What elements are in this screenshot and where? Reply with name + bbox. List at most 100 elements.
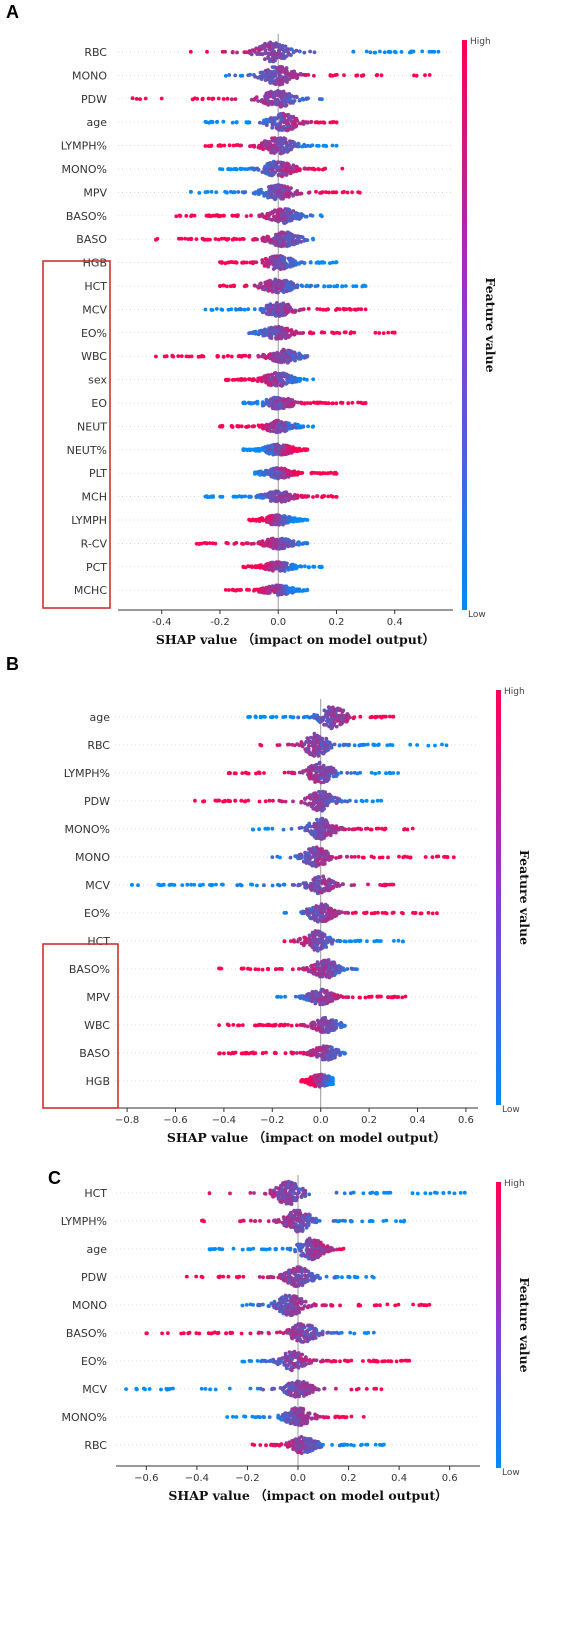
data-point (311, 331, 316, 335)
data-point (289, 70, 294, 74)
data-point (205, 190, 210, 194)
feature-label: MCHC (74, 584, 107, 597)
data-point (393, 49, 397, 54)
data-point (289, 213, 294, 218)
feature-label: LYMPH% (64, 767, 110, 780)
data-point (299, 234, 303, 239)
data-point (340, 166, 345, 171)
data-point (319, 330, 324, 335)
data-point (335, 306, 340, 311)
data-point (247, 354, 252, 359)
data-point (275, 146, 279, 150)
feature-label: MCV (82, 303, 107, 316)
data-point (314, 762, 319, 767)
data-point (375, 714, 380, 719)
data-point (288, 256, 293, 261)
data-point (253, 96, 257, 101)
data-point (289, 47, 294, 52)
data-point (270, 491, 274, 496)
data-point (204, 120, 209, 125)
data-point (291, 376, 296, 380)
data-point (216, 96, 221, 101)
data-point (277, 451, 282, 456)
data-point (320, 792, 324, 796)
feature-label: age (87, 116, 108, 129)
data-point (189, 189, 193, 194)
data-point (258, 70, 263, 75)
data-point (423, 73, 427, 78)
data-point (285, 443, 289, 448)
data-point (239, 798, 244, 803)
data-point (286, 124, 290, 129)
data-point (306, 306, 311, 311)
data-point (266, 93, 270, 98)
data-point (289, 770, 294, 775)
data-point (242, 260, 247, 265)
data-point (283, 420, 288, 425)
data-point (259, 281, 263, 286)
data-point (284, 334, 289, 338)
data-point (263, 51, 268, 56)
data-point (305, 746, 309, 751)
data-point (279, 128, 284, 133)
data-point (215, 120, 219, 124)
feature-row: EO (91, 395, 453, 411)
data-point (306, 740, 311, 745)
data-point (295, 519, 299, 523)
data-point (218, 214, 222, 219)
feature-label: PDW (84, 795, 110, 808)
data-point (372, 50, 377, 55)
data-point (265, 163, 269, 168)
data-point (310, 793, 315, 798)
data-point (270, 166, 274, 171)
data-point (333, 260, 338, 265)
data-point (320, 260, 325, 265)
data-point (267, 51, 272, 56)
data-point (234, 308, 239, 312)
data-point (278, 287, 283, 291)
data-point (214, 190, 219, 195)
data-point (288, 398, 293, 402)
data-point (246, 120, 251, 125)
data-point (252, 144, 257, 149)
data-point (268, 74, 273, 79)
data-point (279, 283, 284, 287)
data-point (216, 237, 221, 242)
feature-row: MONO (72, 64, 453, 87)
data-point (287, 494, 292, 498)
data-point (280, 265, 285, 270)
data-point (276, 593, 281, 597)
data-point (319, 769, 323, 774)
data-point (263, 256, 268, 261)
data-point (270, 218, 274, 222)
data-point (383, 826, 388, 831)
data-point (352, 743, 357, 748)
data-point (268, 332, 272, 336)
data-point (270, 826, 275, 831)
data-point (328, 73, 333, 77)
data-point (275, 212, 280, 217)
data-point (282, 770, 287, 775)
data-point (242, 799, 247, 804)
data-point (274, 43, 278, 47)
data-point (276, 139, 280, 144)
data-point (293, 400, 298, 404)
data-point (254, 260, 259, 265)
data-point (285, 742, 290, 747)
data-point (409, 49, 413, 54)
data-point (225, 96, 230, 101)
data-point (289, 53, 293, 57)
data-point (200, 236, 205, 241)
data-point (269, 116, 274, 121)
data-point (433, 743, 437, 748)
data-point (271, 75, 276, 79)
data-point (338, 707, 342, 712)
data-point (385, 743, 390, 748)
data-point (288, 139, 292, 144)
data-point (295, 565, 300, 569)
data-point (292, 262, 297, 267)
data-point (274, 314, 278, 318)
data-point (194, 541, 199, 546)
data-point (255, 284, 260, 289)
data-point (271, 798, 275, 803)
